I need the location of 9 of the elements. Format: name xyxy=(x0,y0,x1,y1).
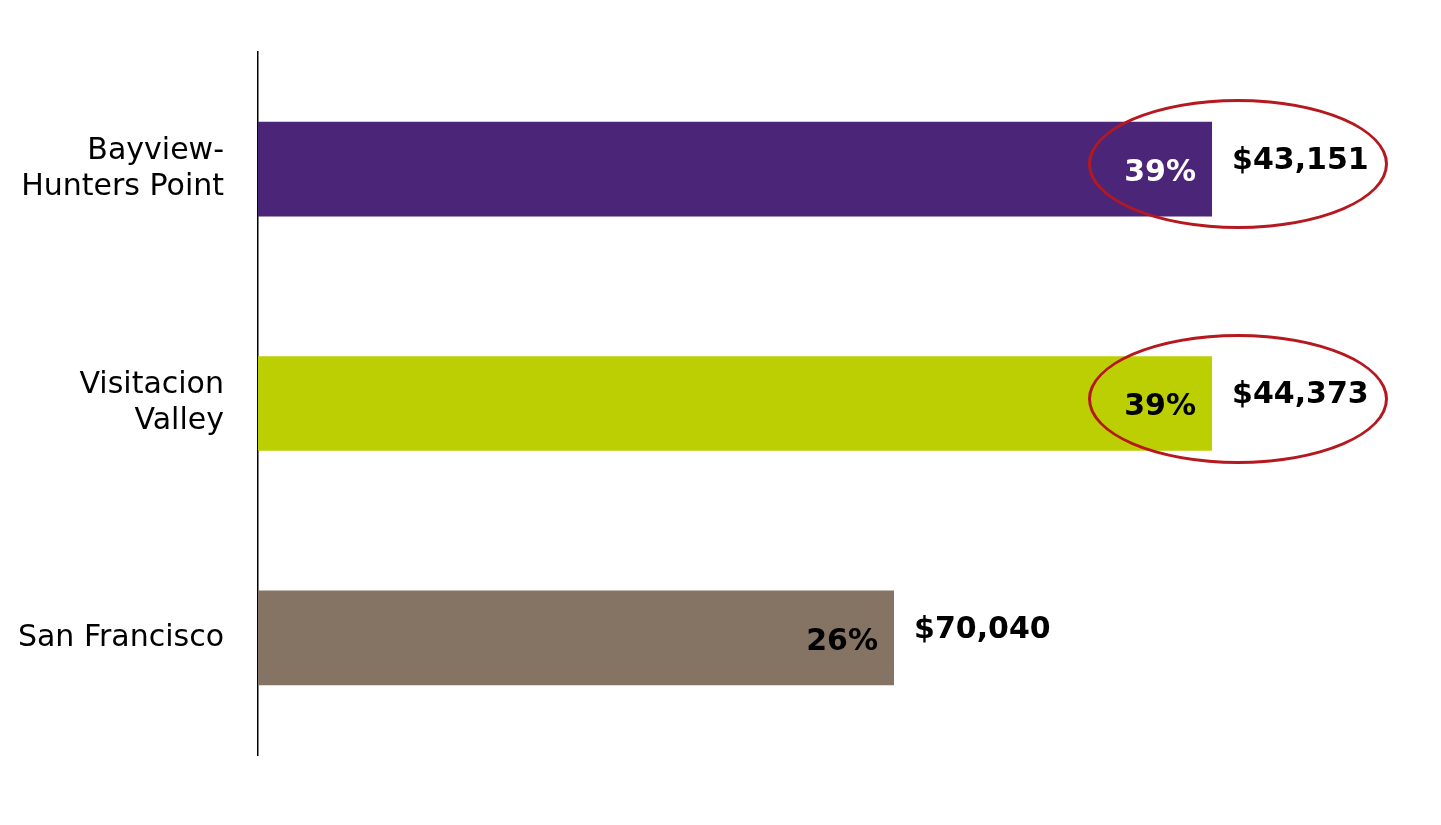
y-tick-label: Bayview-Hunters Point xyxy=(21,130,225,202)
y-tick-label: San Francisco xyxy=(17,617,224,653)
text: $43,151 xyxy=(1232,140,1369,176)
data-label: 39% xyxy=(1124,387,1197,423)
text: $44,373 xyxy=(1232,375,1369,411)
annotation: $70,040 xyxy=(914,609,1051,645)
data-label: 26% xyxy=(806,621,879,657)
y-tick-label: Visitacion Valley xyxy=(79,365,224,437)
data-label: 39% xyxy=(1124,152,1197,188)
